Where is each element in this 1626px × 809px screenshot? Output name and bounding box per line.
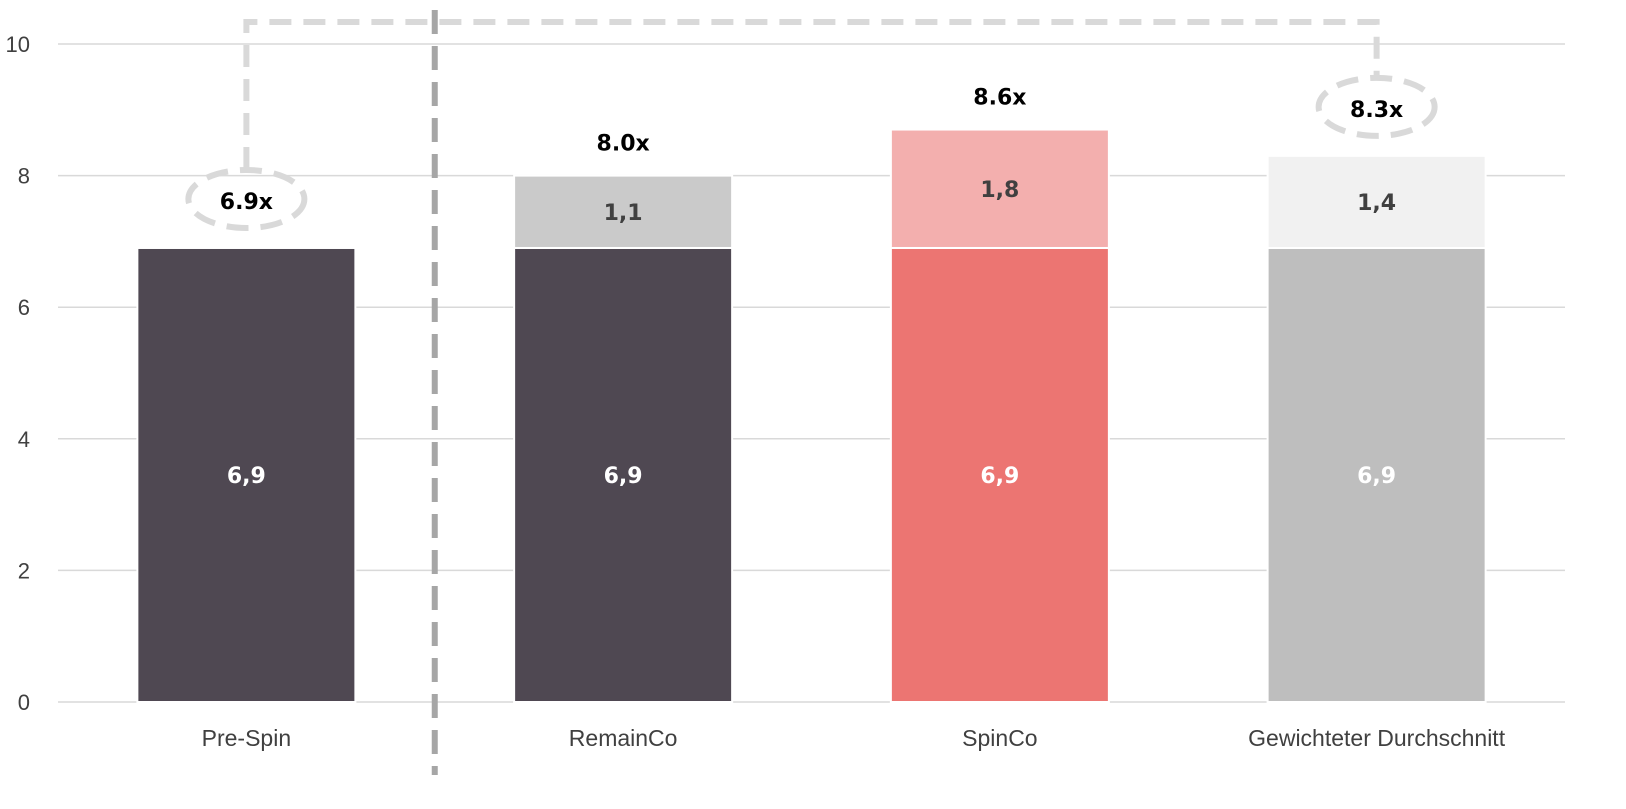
category-label: Gewichteter Durchschnitt [1248,725,1506,751]
y-tick-label: 2 [18,558,30,583]
y-tick-label: 8 [18,164,30,189]
y-tick-label: 6 [18,295,30,320]
bars [136,128,1487,703]
segment-value-label: 1,1 [604,201,643,226]
y-tick-label: 10 [6,32,30,57]
highlight-ellipse [185,166,308,231]
bar-segment [1266,246,1487,703]
segment-value-label: 6,9 [1357,464,1396,489]
comparison-connector [243,10,1380,775]
segment-value-label: 6,9 [980,464,1019,489]
y-tick-label: 4 [18,427,30,452]
total-value-label: 8.3x [1350,98,1403,123]
connector-line [243,19,1380,169]
x-axis-categories: Pre-Spin RemainCo SpinCo Gewichteter Durchs… [202,725,1506,751]
category-label: RemainCo [569,725,678,751]
bar-segment [513,174,734,249]
bar-segment [889,246,1110,703]
highlight-ellipse [1315,74,1438,139]
segment-value-label: 6,9 [604,464,643,489]
bar-segment [889,128,1110,249]
segment-value-label: 1,4 [1357,191,1396,216]
bar-segment [513,246,734,703]
category-label: Pre-Spin [202,725,291,751]
bar-segment [1266,154,1487,249]
y-axis-ticks: 0 2 4 6 8 10 [6,32,30,715]
data-labels: 6,9 6,9 6,9 6,9 1,1 1,8 1,4 6.9x 8.0x 8.6x 8.3x [185,74,1438,489]
bar-segment [136,246,357,703]
total-value-label: 6.9x [220,190,273,215]
segment-value-label: 6,9 [227,464,266,489]
total-value-label: 8.0x [597,132,650,157]
y-tick-label: 0 [18,690,30,715]
category-label: SpinCo [962,725,1037,751]
segment-value-label: 1,8 [980,178,1019,203]
total-value-label: 8.6x [973,86,1026,111]
